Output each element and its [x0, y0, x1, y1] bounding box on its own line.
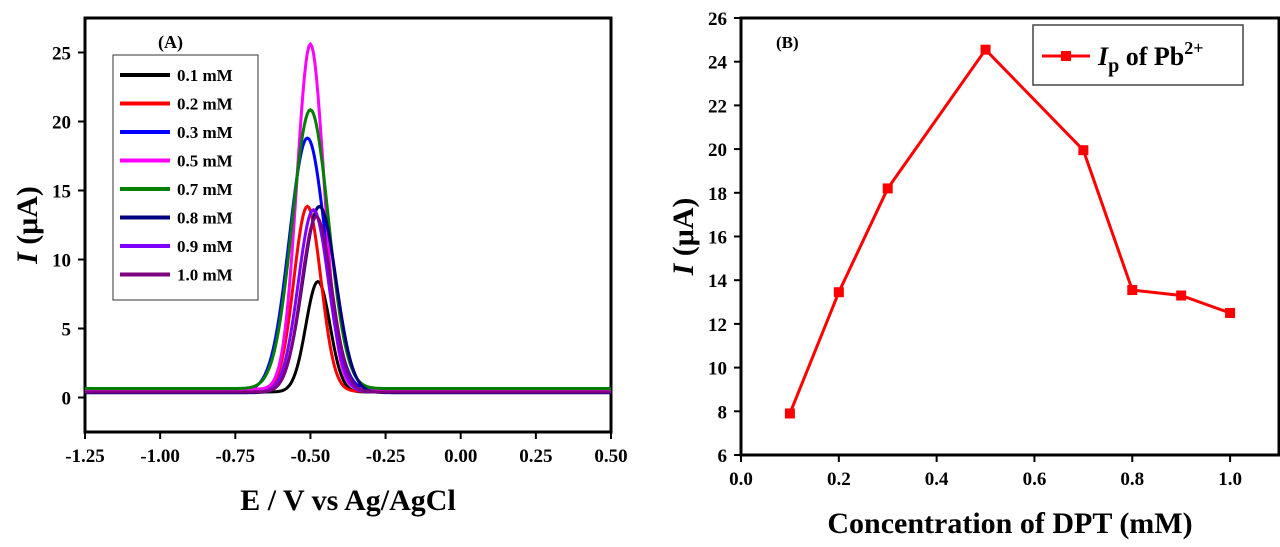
y-tick-label: 16	[708, 228, 727, 249]
x-tick-label: 0.0	[729, 469, 753, 490]
y-tick-label: 15	[52, 182, 71, 203]
legend-label: 0.7 mM	[177, 180, 233, 199]
data-point	[1176, 290, 1187, 301]
x-axis-label: Concentration of DPT (mM)	[827, 507, 1192, 540]
x-axis-label: E / V vs Ag/AgCl	[240, 484, 456, 517]
panel-label: (A)	[158, 32, 183, 53]
x-tick-label: 0.25	[519, 446, 552, 467]
y-tick-label: 22	[708, 96, 727, 117]
y-tick-label: 26	[708, 9, 727, 30]
data-point	[980, 44, 991, 55]
series-line-1.0mM	[85, 214, 611, 394]
y-tick-label: 14	[708, 271, 728, 292]
legend-label: 0.5 mM	[177, 152, 233, 171]
legend-subscript: p	[1108, 55, 1119, 77]
y-tick-label: 12	[708, 315, 727, 336]
y-tick-label: 10	[52, 251, 71, 272]
legend-label: 0.8 mM	[177, 209, 233, 228]
x-tick-label: 0.2	[827, 469, 851, 490]
legend-box	[112, 54, 259, 301]
data-point	[1225, 307, 1236, 318]
x-tick-label: -0.75	[215, 446, 255, 467]
y-tick-label: 24	[708, 53, 728, 74]
data-point	[882, 183, 893, 194]
panel-label: (B)	[776, 33, 799, 52]
y-tick-label: 5	[62, 320, 72, 341]
x-tick-label: -0.25	[366, 446, 406, 467]
data-point	[1078, 145, 1089, 156]
y-tick-label: 18	[708, 184, 727, 205]
data-point	[784, 408, 795, 419]
legend-label: 0.1 mM	[177, 66, 233, 85]
y-tick-label: 10	[708, 359, 727, 380]
legend-text: of Pb	[1119, 42, 1184, 71]
y-tick-label: 25	[52, 44, 71, 65]
legend-label: 1.0 mM	[177, 266, 233, 285]
panel-b: 0.0 0.2 0.4 0.6 0.8 1.0 6 8 10 12 14 16 18 20 22 24 26 Co…	[667, 9, 1280, 540]
y-axis-label-unit: (μA)	[667, 198, 700, 264]
data-point	[833, 287, 844, 298]
x-tick-label: 0.00	[444, 446, 477, 467]
legend-marker	[1061, 51, 1071, 61]
x-tick-label: 0.50	[594, 446, 627, 467]
legend-label: 0.2 mM	[177, 95, 233, 114]
x-tick-label: 0.6	[1023, 469, 1047, 490]
series-line	[788, 47, 1231, 415]
y-axis-label-symbol: I	[667, 262, 700, 276]
x-tick-label: -1.25	[65, 446, 105, 467]
y-tick-label: 20	[52, 113, 71, 134]
y-axis-label: I (μA)	[11, 186, 44, 265]
y-tick-label: 6	[718, 446, 728, 467]
panel-a: -1.25 -1.00 -0.75 -0.50 -0.25 0.00 0.25 0.50 0 5 1…	[11, 16, 628, 517]
y-tick-label: 0	[62, 389, 72, 410]
legend-symbol: I	[1097, 42, 1109, 71]
y-axis-label: I (μA)	[667, 198, 700, 277]
legend-label: 0.9 mM	[177, 237, 233, 256]
y-axis-label-symbol: I	[11, 251, 44, 265]
x-tick-label: 0.8	[1120, 469, 1144, 490]
legend-superscript: 2+	[1184, 38, 1203, 58]
y-axis-label-unit: (μA)	[11, 186, 44, 252]
plot-frame	[83, 16, 613, 434]
legend-label: 0.3 mM	[177, 123, 233, 142]
x-tick-label: -1.00	[140, 446, 180, 467]
x-tick-label: -0.50	[291, 446, 331, 467]
y-tick-label: 8	[718, 402, 728, 423]
x-tick-label: 1.0	[1218, 469, 1242, 490]
legend-label: Ip of Pb2+	[1097, 38, 1204, 77]
y-tick-label: 20	[708, 140, 727, 161]
data-point	[1127, 285, 1138, 296]
x-tick-label: 0.4	[925, 469, 949, 490]
